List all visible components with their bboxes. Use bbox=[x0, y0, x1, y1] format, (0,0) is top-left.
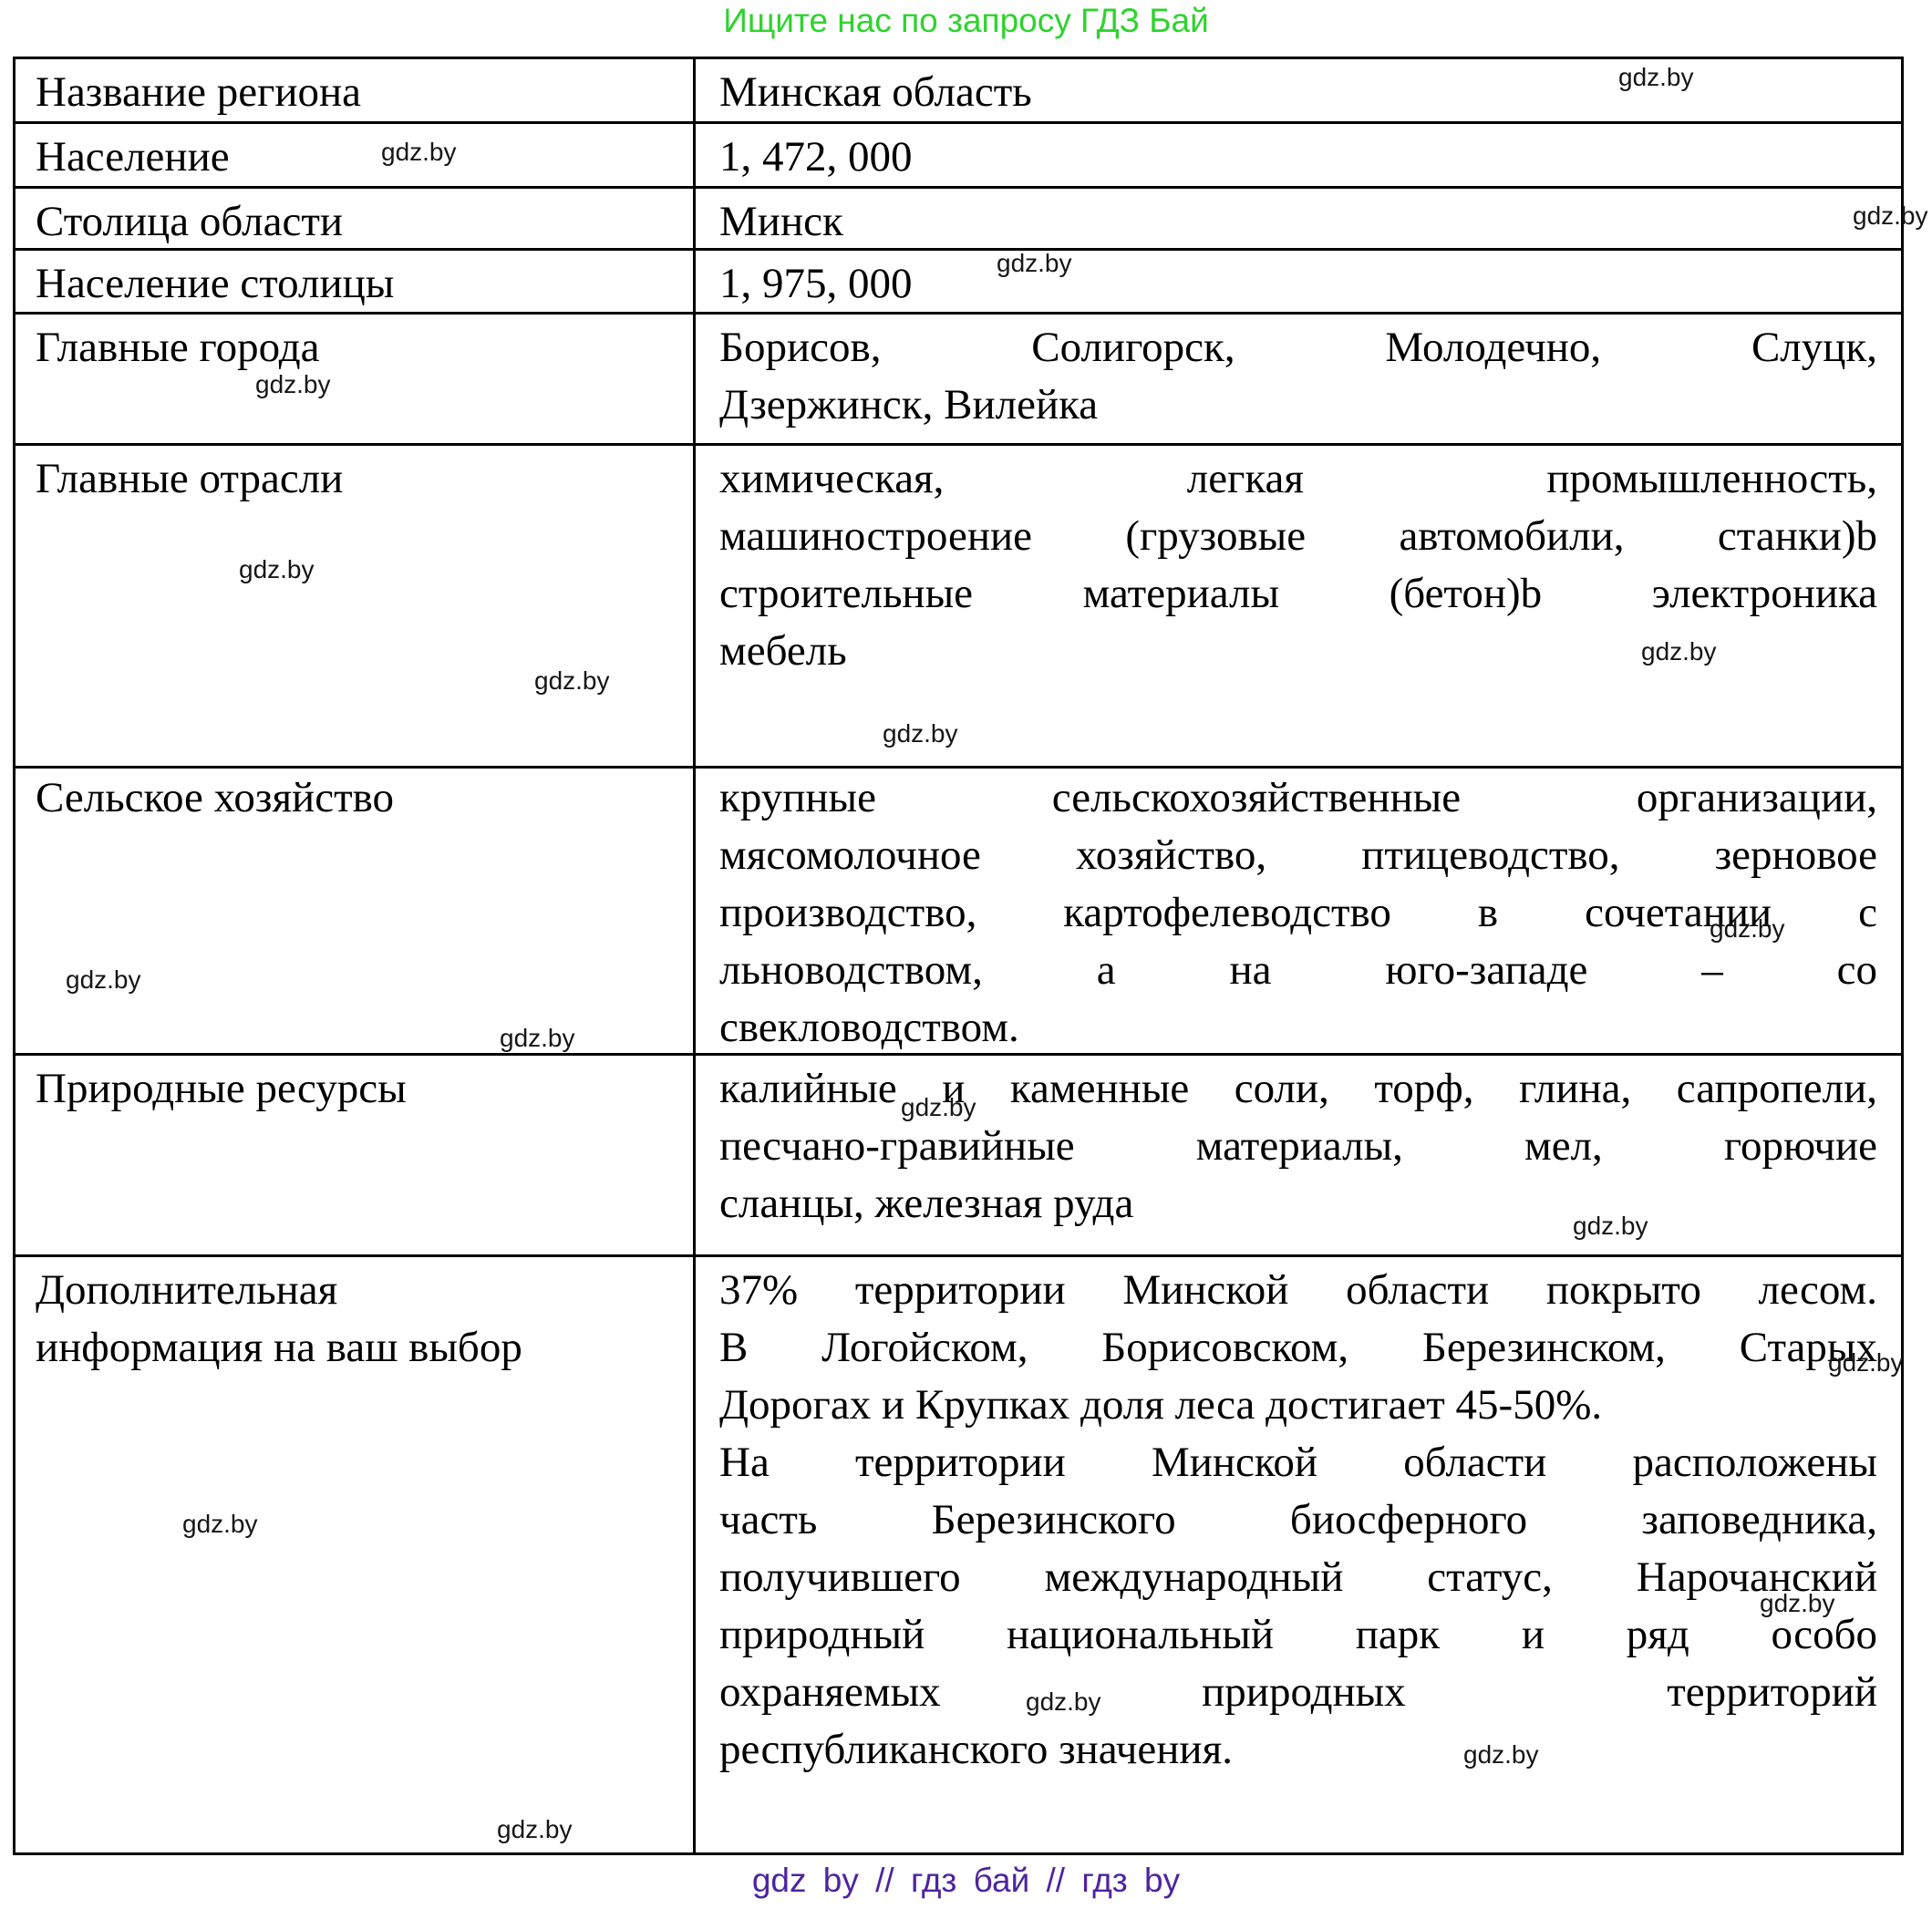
row-value: 1, 472, 000 bbox=[696, 124, 1901, 186]
watermark: gdz.by bbox=[239, 555, 315, 583]
cell-line: республиканского значения. bbox=[719, 1726, 1233, 1773]
watermark: gdz.by bbox=[1760, 1589, 1835, 1617]
cell-line: часть Березинского биосферного заповедни… bbox=[719, 1496, 1877, 1543]
watermark: gdz.by bbox=[901, 1093, 976, 1121]
watermark: gdz.by bbox=[182, 1510, 258, 1538]
row-value: калийные и каменные соли, торф, глина, с… bbox=[696, 1056, 1901, 1254]
cell-line: Борисов, Солигорск, Молодечно, Слуцк, bbox=[719, 324, 1877, 371]
watermark: gdz.by bbox=[381, 138, 457, 166]
cell-line: льноводством, а на юго-западе – со bbox=[719, 946, 1877, 994]
cell-line: 1, 975, 000 bbox=[719, 260, 913, 307]
table-row-capital: Столица области Минск bbox=[15, 186, 1901, 248]
watermark: gdz.by bbox=[1573, 1212, 1648, 1240]
cell-line: мясомолочное хозяйство, птицеводство, зе… bbox=[719, 831, 1877, 879]
watermark: gdz.by bbox=[1618, 63, 1694, 91]
cell-line: охраняемых природных территорий bbox=[719, 1668, 1877, 1716]
row-value: Минск bbox=[696, 189, 1901, 248]
table-row-main-industries: Главные отрасли химическая, легкая промы… bbox=[15, 443, 1901, 766]
watermark: gdz.by bbox=[500, 1024, 575, 1052]
row-value: 1, 975, 000 bbox=[696, 251, 1901, 312]
row-label: Главные города bbox=[15, 315, 696, 443]
cell-line: химическая, легкая промышленность, bbox=[719, 455, 1877, 502]
footer-links: gdz by // гдз бай // гдз by bbox=[751, 1862, 1181, 1899]
cell-line: машиностроение (грузовые автомобили, ста… bbox=[719, 512, 1877, 560]
cell-line: мебель bbox=[719, 627, 847, 675]
table-row-additional-info: Дополнительная информация на ваш выбор 3… bbox=[15, 1254, 1901, 1852]
row-label: Население столицы bbox=[15, 251, 696, 312]
cell-line: крупные сельскохозяйственные организации… bbox=[719, 774, 1877, 821]
row-value: Борисов, Солигорск, Молодечно, Слуцк, Дз… bbox=[696, 315, 1901, 443]
table-row-main-cities: Главные города Борисов, Солигорск, Молод… bbox=[15, 312, 1901, 443]
cell-line: Дорогах и Крупках доля леса достигает 45… bbox=[719, 1381, 1603, 1429]
promo-header: Ищите нас по запросу ГДЗ Бай bbox=[723, 2, 1209, 39]
row-label: Главные отрасли bbox=[15, 446, 696, 766]
watermark: gdz.by bbox=[1641, 637, 1717, 666]
row-label: Население bbox=[15, 124, 696, 186]
watermark: gdz.by bbox=[255, 370, 331, 398]
cell-line: сланцы, железная руда bbox=[719, 1180, 1134, 1227]
cell-line: калийные и каменные соли, торф, глина, с… bbox=[719, 1065, 1877, 1112]
cell-line: Дзержинск, Вилейка bbox=[719, 381, 1099, 428]
cell-line: производство, картофелеводство в сочетан… bbox=[719, 889, 1877, 936]
cell-line: песчано-гравийные материалы, мел, горючи… bbox=[719, 1122, 1877, 1170]
cell-line: строительные материалы (бетон)b электрон… bbox=[719, 570, 1877, 617]
cell-line: Минск bbox=[719, 198, 843, 245]
watermark: gdz.by bbox=[1853, 201, 1928, 230]
watermark: gdz.by bbox=[883, 719, 958, 748]
watermark: gdz.by bbox=[997, 249, 1072, 277]
table-row-agriculture: Сельское хозяйство крупные сельскохозяйс… bbox=[15, 766, 1901, 1053]
watermark: gdz.by bbox=[497, 1815, 573, 1843]
row-value: крупные сельскохозяйственные организации… bbox=[696, 769, 1901, 1053]
cell-line: На территории Минской области расположен… bbox=[719, 1439, 1877, 1486]
cell-line: В Логойском, Борисовском, Березинском, С… bbox=[719, 1324, 1877, 1371]
cell-line: Минская область bbox=[719, 68, 1032, 116]
region-info-table: Название региона Минская область Населен… bbox=[13, 57, 1904, 1855]
row-value: Минская область bbox=[696, 59, 1901, 121]
label-line: информация на ваш выбор bbox=[36, 1324, 522, 1371]
row-label: Название региона bbox=[15, 59, 696, 121]
row-label: Столица области bbox=[15, 189, 696, 248]
row-label: Природные ресурсы bbox=[15, 1056, 696, 1254]
table-row-population: Население 1, 472, 000 bbox=[15, 121, 1901, 186]
watermark: gdz.by bbox=[1828, 1348, 1904, 1377]
watermark: gdz.by bbox=[534, 666, 610, 695]
table-row-region-name: Название региона Минская область bbox=[15, 59, 1901, 121]
watermark: gdz.by bbox=[1710, 914, 1785, 943]
cell-line: 37% территории Минской области покрыто л… bbox=[719, 1266, 1877, 1314]
watermark: gdz.by bbox=[66, 965, 141, 994]
table-row-capital-population: Население столицы 1, 975, 000 bbox=[15, 248, 1901, 312]
row-value: 37% территории Минской области покрыто л… bbox=[696, 1257, 1901, 1852]
row-label: Дополнительная информация на ваш выбор bbox=[15, 1257, 696, 1852]
cell-line: свекловодством. bbox=[719, 1004, 1019, 1051]
cell-line: природный национальный парк и ряд особо bbox=[719, 1611, 1877, 1658]
watermark: gdz.by bbox=[1463, 1740, 1539, 1769]
watermark: gdz.by bbox=[1026, 1687, 1101, 1716]
row-label: Сельское хозяйство bbox=[15, 769, 696, 1053]
row-value: химическая, легкая промышленность, машин… bbox=[696, 446, 1901, 766]
cell-line: 1, 472, 000 bbox=[719, 133, 913, 181]
cell-line: получившего международный статус, Нароча… bbox=[719, 1553, 1877, 1601]
label-line: Дополнительная bbox=[36, 1266, 338, 1314]
table-row-natural-resources: Природные ресурсы калийные и каменные со… bbox=[15, 1053, 1901, 1254]
